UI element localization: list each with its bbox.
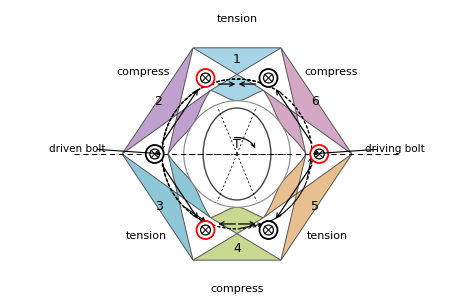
Circle shape — [201, 73, 210, 83]
Text: compress: compress — [210, 285, 264, 294]
Circle shape — [150, 149, 160, 159]
Circle shape — [259, 221, 277, 239]
Text: 6: 6 — [311, 95, 319, 108]
Polygon shape — [264, 48, 352, 154]
Polygon shape — [122, 48, 210, 154]
Circle shape — [197, 221, 215, 239]
Circle shape — [184, 101, 290, 207]
Text: tension: tension — [126, 231, 167, 241]
Circle shape — [201, 225, 210, 235]
Text: 4: 4 — [233, 242, 241, 255]
Circle shape — [146, 145, 164, 163]
Text: 1: 1 — [233, 53, 241, 66]
Ellipse shape — [203, 108, 271, 200]
Polygon shape — [193, 48, 281, 101]
Circle shape — [314, 149, 324, 159]
Text: tension: tension — [307, 231, 348, 241]
Circle shape — [197, 69, 215, 87]
Text: compress: compress — [116, 67, 169, 77]
Circle shape — [259, 69, 277, 87]
Text: 2: 2 — [155, 95, 163, 108]
Circle shape — [310, 145, 328, 163]
Circle shape — [264, 225, 273, 235]
Polygon shape — [122, 154, 210, 260]
Text: driving bolt: driving bolt — [365, 144, 425, 154]
Circle shape — [264, 73, 273, 83]
Polygon shape — [193, 207, 281, 260]
Text: 5: 5 — [311, 200, 319, 213]
Polygon shape — [264, 154, 352, 260]
Text: compress: compress — [305, 67, 358, 77]
Text: driven bolt: driven bolt — [49, 144, 106, 154]
Text: tension: tension — [217, 14, 257, 23]
Text: T: T — [233, 138, 241, 151]
Text: 3: 3 — [155, 200, 163, 213]
